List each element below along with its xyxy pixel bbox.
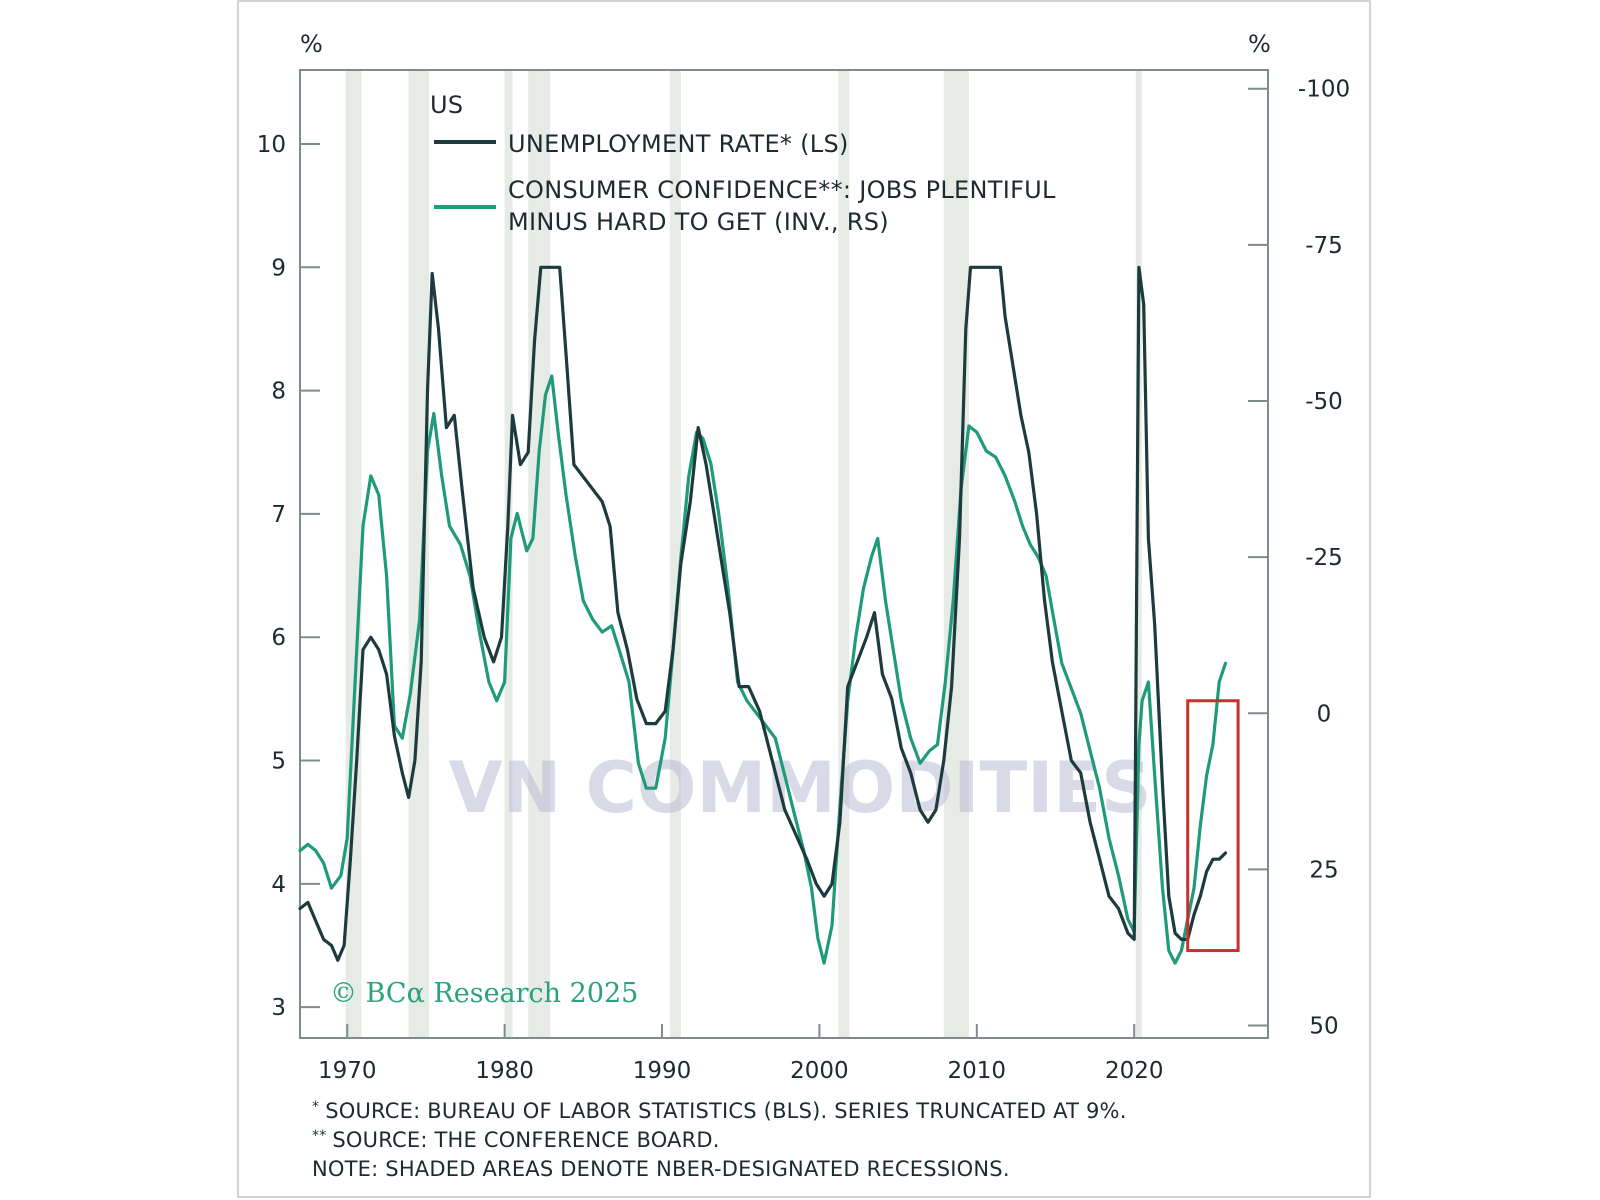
left-tick-label-3: 3 — [271, 995, 286, 1021]
x-tick-label-2000: 2000 — [790, 1058, 849, 1084]
x-tick-label-1980: 1980 — [475, 1058, 534, 1084]
right-axis-unit: % — [1248, 30, 1271, 58]
legend: US UNEMPLOYMENT RATE* (LS) CONSUMER CONF… — [430, 91, 1064, 236]
legend-label-unemployment: UNEMPLOYMENT RATE* (LS) — [508, 130, 849, 158]
copyright-text: © BCα Research 2025 — [330, 978, 638, 1009]
footnote-bls-mark: * — [312, 1099, 320, 1115]
series-group — [298, 265, 1228, 965]
left-axis: 3 4 5 6 7 8 9 10 — [257, 132, 320, 1021]
left-tick-label-8: 8 — [271, 379, 286, 405]
footnote-recessions-text: NOTE: SHADED AREAS DENOTE NBER-DESIGNATE… — [312, 1157, 1010, 1181]
left-tick-label-10: 10 — [257, 132, 286, 158]
left-tick-label-4: 4 — [271, 872, 286, 898]
right-tick-label--75: -75 — [1305, 233, 1343, 259]
recession-band-1 — [408, 70, 430, 1038]
consumer-confidence-line — [298, 374, 1228, 965]
legend-label-confidence: CONSUMER CONFIDENCE**: JOBS PLENTIFUL MI… — [508, 176, 1064, 236]
footnote-bls-text: SOURCE: BUREAU OF LABOR STATISTICS (BLS)… — [325, 1099, 1127, 1123]
left-tick-label-6: 6 — [271, 625, 286, 651]
x-tick-label-2020: 2020 — [1105, 1058, 1164, 1084]
x-tick-label-1970: 1970 — [318, 1058, 377, 1084]
plot-frame — [299, 69, 1269, 1039]
legend-label-confidence-line2: MINUS HARD TO GET (INV., RS) — [508, 208, 889, 236]
left-tick-label-9: 9 — [271, 255, 286, 281]
highlight-box — [1186, 699, 1240, 953]
right-tick-label--100: -100 — [1298, 77, 1350, 103]
recession-band-4 — [669, 70, 681, 1038]
right-tick-label--25: -25 — [1305, 545, 1343, 571]
watermark-text: VN COMMODITIES — [448, 747, 1151, 829]
left-tick-label-7: 7 — [271, 502, 286, 528]
legend-label-confidence-line1: CONSUMER CONFIDENCE**: JOBS PLENTIFUL — [508, 176, 1056, 204]
unemployment-rate-line — [298, 265, 1228, 962]
recession-band-7 — [1135, 70, 1142, 1038]
x-tick-label-2010: 2010 — [948, 1058, 1007, 1084]
left-axis-unit: % — [300, 30, 323, 58]
recession-band-3 — [528, 70, 551, 1038]
right-tick-label--50: -50 — [1305, 389, 1343, 415]
recession-band-2 — [504, 70, 513, 1038]
footnote-cb-text: SOURCE: THE CONFERENCE BOARD. — [332, 1128, 720, 1152]
right-tick-label-25: 25 — [1309, 857, 1338, 883]
footnote-conference-board: ** SOURCE: THE CONFERENCE BOARD. — [312, 1128, 720, 1152]
footnote-cb-mark: ** — [312, 1128, 327, 1144]
right-tick-label-0: 0 — [1317, 701, 1332, 727]
footnote-recessions: NOTE: SHADED AREAS DENOTE NBER-DESIGNATE… — [312, 1157, 1010, 1181]
right-axis: -100 -75 -50 -25 0 25 50 — [1248, 77, 1350, 1040]
watermark-group: VN COMMODITIES — [448, 747, 1151, 829]
right-tick-label-50: 50 — [1309, 1014, 1338, 1040]
left-tick-label-5: 5 — [271, 749, 286, 775]
recession-band-5 — [838, 70, 850, 1038]
footnote-bls: * SOURCE: BUREAU OF LABOR STATISTICS (BLS… — [312, 1099, 1127, 1123]
legend-title: US — [430, 91, 463, 119]
x-axis: 1970 1980 1990 2000 2010 2020 — [318, 1024, 1164, 1084]
x-tick-label-1990: 1990 — [633, 1058, 692, 1084]
